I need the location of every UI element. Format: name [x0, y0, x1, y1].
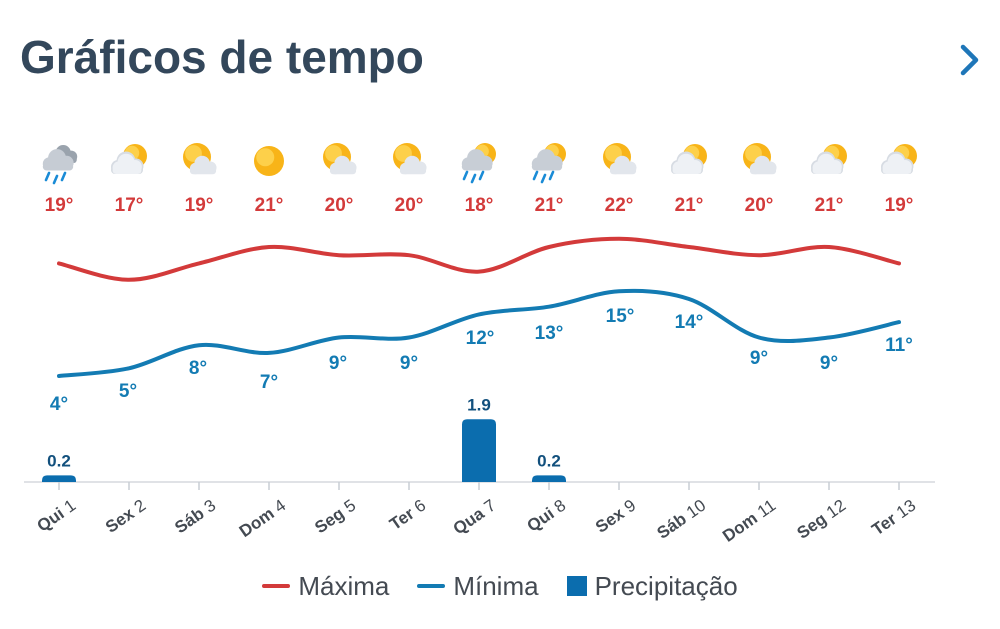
min-temp-label: 15°: [606, 306, 635, 327]
chart-legend: Máxima Mínima Precipitação: [0, 566, 1000, 606]
legend-item-min: Mínima: [417, 570, 539, 602]
max-temp-label: 19°: [45, 195, 74, 216]
min-temp-label: 5°: [119, 381, 137, 402]
min-temp-label: 11°: [885, 335, 913, 356]
x-tick-label: Dom 4: [236, 496, 289, 541]
x-tick-label: Seg 5: [311, 496, 359, 538]
min-temp-label: 9°: [820, 353, 838, 374]
max-temp-label: 21°: [255, 195, 284, 216]
legend-item-precip: Precipitação: [566, 570, 738, 602]
precip-bar: [462, 419, 496, 482]
legend-swatch-max: [262, 584, 291, 588]
x-tick-label: Qui 8: [524, 496, 570, 536]
sun-rain-icon: [461, 143, 496, 184]
legend-label-min: Mínima: [453, 570, 539, 601]
legend-item-max: Máxima: [262, 571, 389, 602]
chevron-right-icon: [960, 44, 979, 76]
legend-label-max: Máxima: [298, 570, 390, 601]
partly-cloudy-icon: [811, 144, 847, 174]
page-title: Gráficos de tempo: [20, 31, 424, 83]
x-tick-label: Sex 9: [592, 496, 639, 537]
max-temp-label: 21°: [675, 195, 704, 216]
max-temp-label: 19°: [885, 195, 914, 216]
max-temp-label: 20°: [325, 195, 354, 216]
max-temp-label: 18°: [465, 195, 494, 216]
min-temp-label: 14°: [675, 312, 704, 333]
sun-rain-icon: [531, 143, 566, 184]
max-temp-line: [57, 236, 901, 282]
partly-cloudy-icon: [881, 144, 917, 174]
min-temp-label: 4°: [50, 394, 68, 415]
max-temp-label: 17°: [115, 195, 144, 216]
max-temp-label: 21°: [815, 195, 844, 216]
min-temp-label: 9°: [329, 353, 347, 374]
sun-cloud-icon: [183, 143, 217, 175]
legend-label-precip: Precipitação: [594, 570, 738, 601]
min-temp-label: 12°: [466, 328, 495, 349]
x-tick-label: Seg 12: [793, 496, 849, 543]
max-temp-label: 19°: [185, 195, 214, 216]
partly-cloudy-icon: [111, 144, 147, 174]
sun-icon: [254, 146, 284, 176]
min-temp-label: 9°: [400, 353, 418, 374]
max-temp-label: 20°: [745, 195, 774, 216]
precip-bar: [532, 475, 566, 482]
legend-swatch-precip: [566, 576, 587, 596]
precip-bar: [42, 475, 76, 482]
sun-cloud-icon: [603, 143, 637, 175]
weather-chart: 19° 17° 19° 21° 20° 20° 18° 21° 22° 21° 20° 21° 19° 4…: [24, 143, 935, 546]
min-temp-line: [57, 288, 901, 378]
next-button[interactable]: [950, 38, 990, 82]
precip-label: 1.9: [467, 395, 491, 414]
x-tick-label: Qui 1: [34, 496, 80, 536]
min-temp-label: 8°: [189, 358, 207, 379]
x-tick-label: Sáb 10: [653, 496, 709, 543]
min-temp-label: 7°: [260, 372, 278, 393]
x-tick-label: Sex 2: [102, 496, 149, 537]
min-temp-label: 9°: [750, 348, 768, 369]
sun-cloud-icon: [393, 143, 427, 175]
precip-label: 0.2: [47, 451, 71, 470]
rain-cloud-icon: [42, 145, 78, 185]
max-temp-label: 21°: [535, 195, 564, 216]
x-tick-label: Dom 11: [719, 496, 779, 546]
legend-swatch-min: [417, 584, 446, 588]
x-tick-label: Ter 6: [386, 496, 429, 534]
max-temp-label: 22°: [605, 195, 634, 216]
x-tick-label: Qua 7: [450, 496, 500, 539]
precip-label: 0.2: [537, 451, 561, 470]
sun-cloud-icon: [743, 143, 777, 175]
max-temp-label: 20°: [395, 195, 424, 216]
x-tick-label: Ter 13: [868, 496, 919, 540]
x-tick-label: Sáb 3: [171, 496, 219, 538]
min-temp-label: 13°: [535, 323, 564, 344]
partly-cloudy-icon: [671, 144, 707, 174]
widget-header: Gráficos de tempo: [0, 0, 1000, 110]
sun-cloud-icon: [323, 143, 357, 175]
